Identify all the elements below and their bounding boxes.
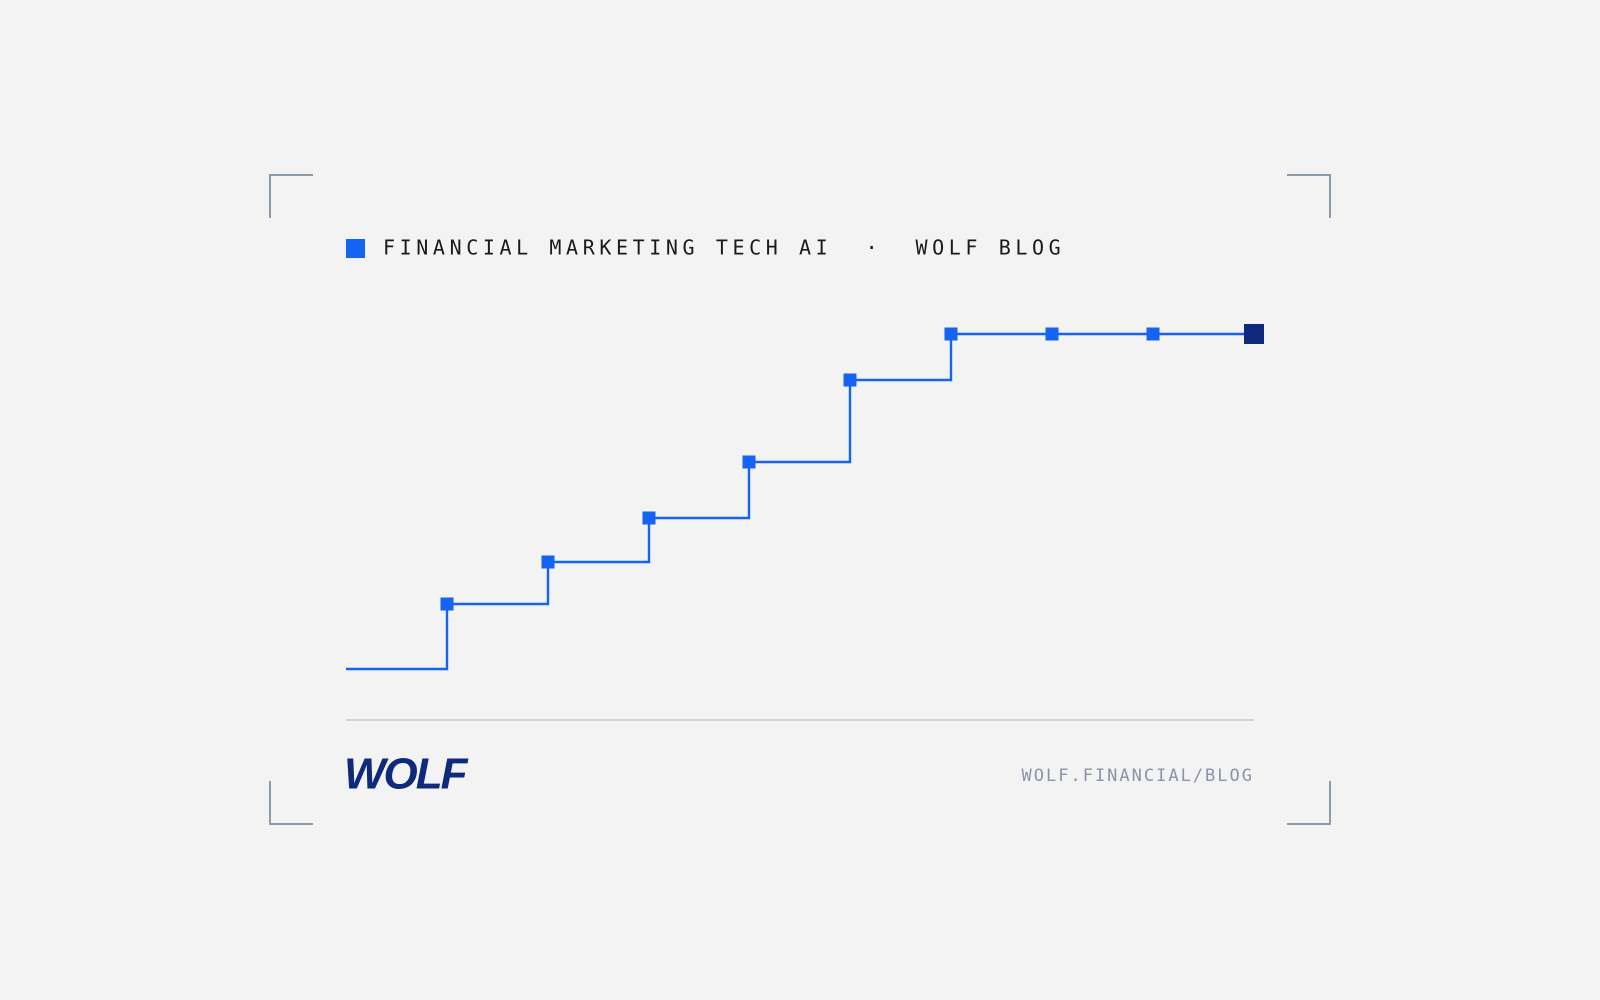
step-marker bbox=[1045, 327, 1059, 341]
step-marker bbox=[642, 511, 656, 525]
step-marker bbox=[440, 597, 454, 611]
corner-brackets bbox=[269, 174, 1331, 825]
corner-bottom-left bbox=[269, 781, 313, 825]
step-marker bbox=[944, 327, 958, 341]
step-marker bbox=[541, 555, 555, 569]
step-line bbox=[346, 332, 1254, 671]
blog-url: WOLF.FINANCIAL/BLOG bbox=[1022, 766, 1254, 786]
end-marker bbox=[1244, 324, 1264, 344]
step-marker bbox=[742, 455, 756, 469]
topic-label: FINANCIAL MARKETING TECH AI · WOLF BLOG bbox=[383, 236, 1065, 260]
logo: WOLF bbox=[344, 750, 469, 799]
corner-top-right bbox=[1287, 174, 1331, 218]
corner-bottom-right bbox=[1287, 781, 1331, 825]
step-marker bbox=[843, 373, 857, 387]
topic-marker bbox=[346, 239, 365, 258]
corner-top-left bbox=[269, 174, 313, 218]
step-marker bbox=[1146, 327, 1160, 341]
step-markers bbox=[440, 327, 1160, 611]
